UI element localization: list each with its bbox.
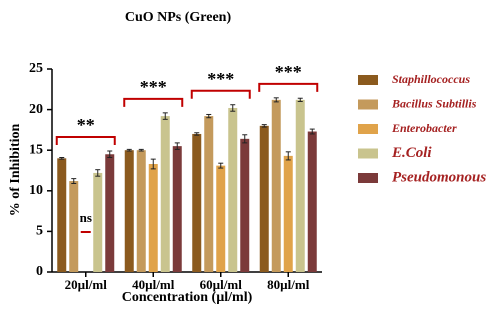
bar (192, 133, 202, 272)
legend-label: Bacillus Subtillis (391, 96, 477, 110)
bar (57, 158, 67, 272)
x-tick-label: 20µl/ml (65, 277, 108, 292)
y-axis-label: % of Inhibition (8, 123, 23, 216)
legend-label: E.Coli (391, 145, 432, 161)
legend-swatch (358, 173, 378, 183)
y-tick-label: 15 (29, 142, 43, 157)
bar (69, 181, 79, 272)
bar (307, 131, 317, 272)
bar (204, 116, 214, 272)
chart-title: CuO NPs (Green) (125, 10, 232, 25)
bar (295, 99, 305, 272)
y-tick-label: 20 (29, 102, 43, 117)
bar (93, 172, 103, 272)
bar (105, 154, 115, 272)
y-tick-label: 10 (29, 183, 43, 198)
bar (240, 138, 250, 272)
significance-label: *** (275, 62, 302, 82)
legend-label: Enterobacter (391, 121, 457, 135)
significance-label: *** (140, 77, 167, 97)
bar (259, 125, 269, 272)
bar (172, 146, 182, 272)
ns-label: ns (80, 210, 92, 225)
legend-swatch (358, 99, 378, 110)
bar (271, 99, 281, 272)
y-tick-label: 5 (36, 224, 43, 239)
significance-label: ** (77, 115, 95, 135)
legend-swatch (358, 124, 378, 134)
x-axis-label: Concentration (µl/ml) (122, 290, 253, 305)
legend-label: Staphillococcus (392, 72, 470, 86)
bar (148, 164, 158, 272)
significance-bracket (55, 136, 116, 146)
x-tick-label: 80µl/ml (267, 277, 310, 292)
y-tick-label: 25 (29, 61, 43, 76)
bar (124, 150, 134, 272)
significance-bracket (190, 89, 251, 99)
significance-label: *** (207, 69, 234, 89)
bar (283, 155, 293, 272)
legend-swatch (358, 148, 378, 159)
bar (160, 116, 170, 272)
significance-bracket (123, 97, 184, 107)
x-tick-label: 40µl/ml (132, 277, 175, 292)
bar (216, 165, 226, 272)
legend-swatch (358, 75, 378, 85)
bar (136, 150, 146, 272)
legend-label: Pseudomonous (392, 169, 486, 185)
x-tick-label: 60µl/ml (200, 277, 243, 292)
bar (228, 107, 238, 272)
y-tick-label: 0 (36, 264, 43, 279)
significance-bracket (258, 82, 319, 92)
